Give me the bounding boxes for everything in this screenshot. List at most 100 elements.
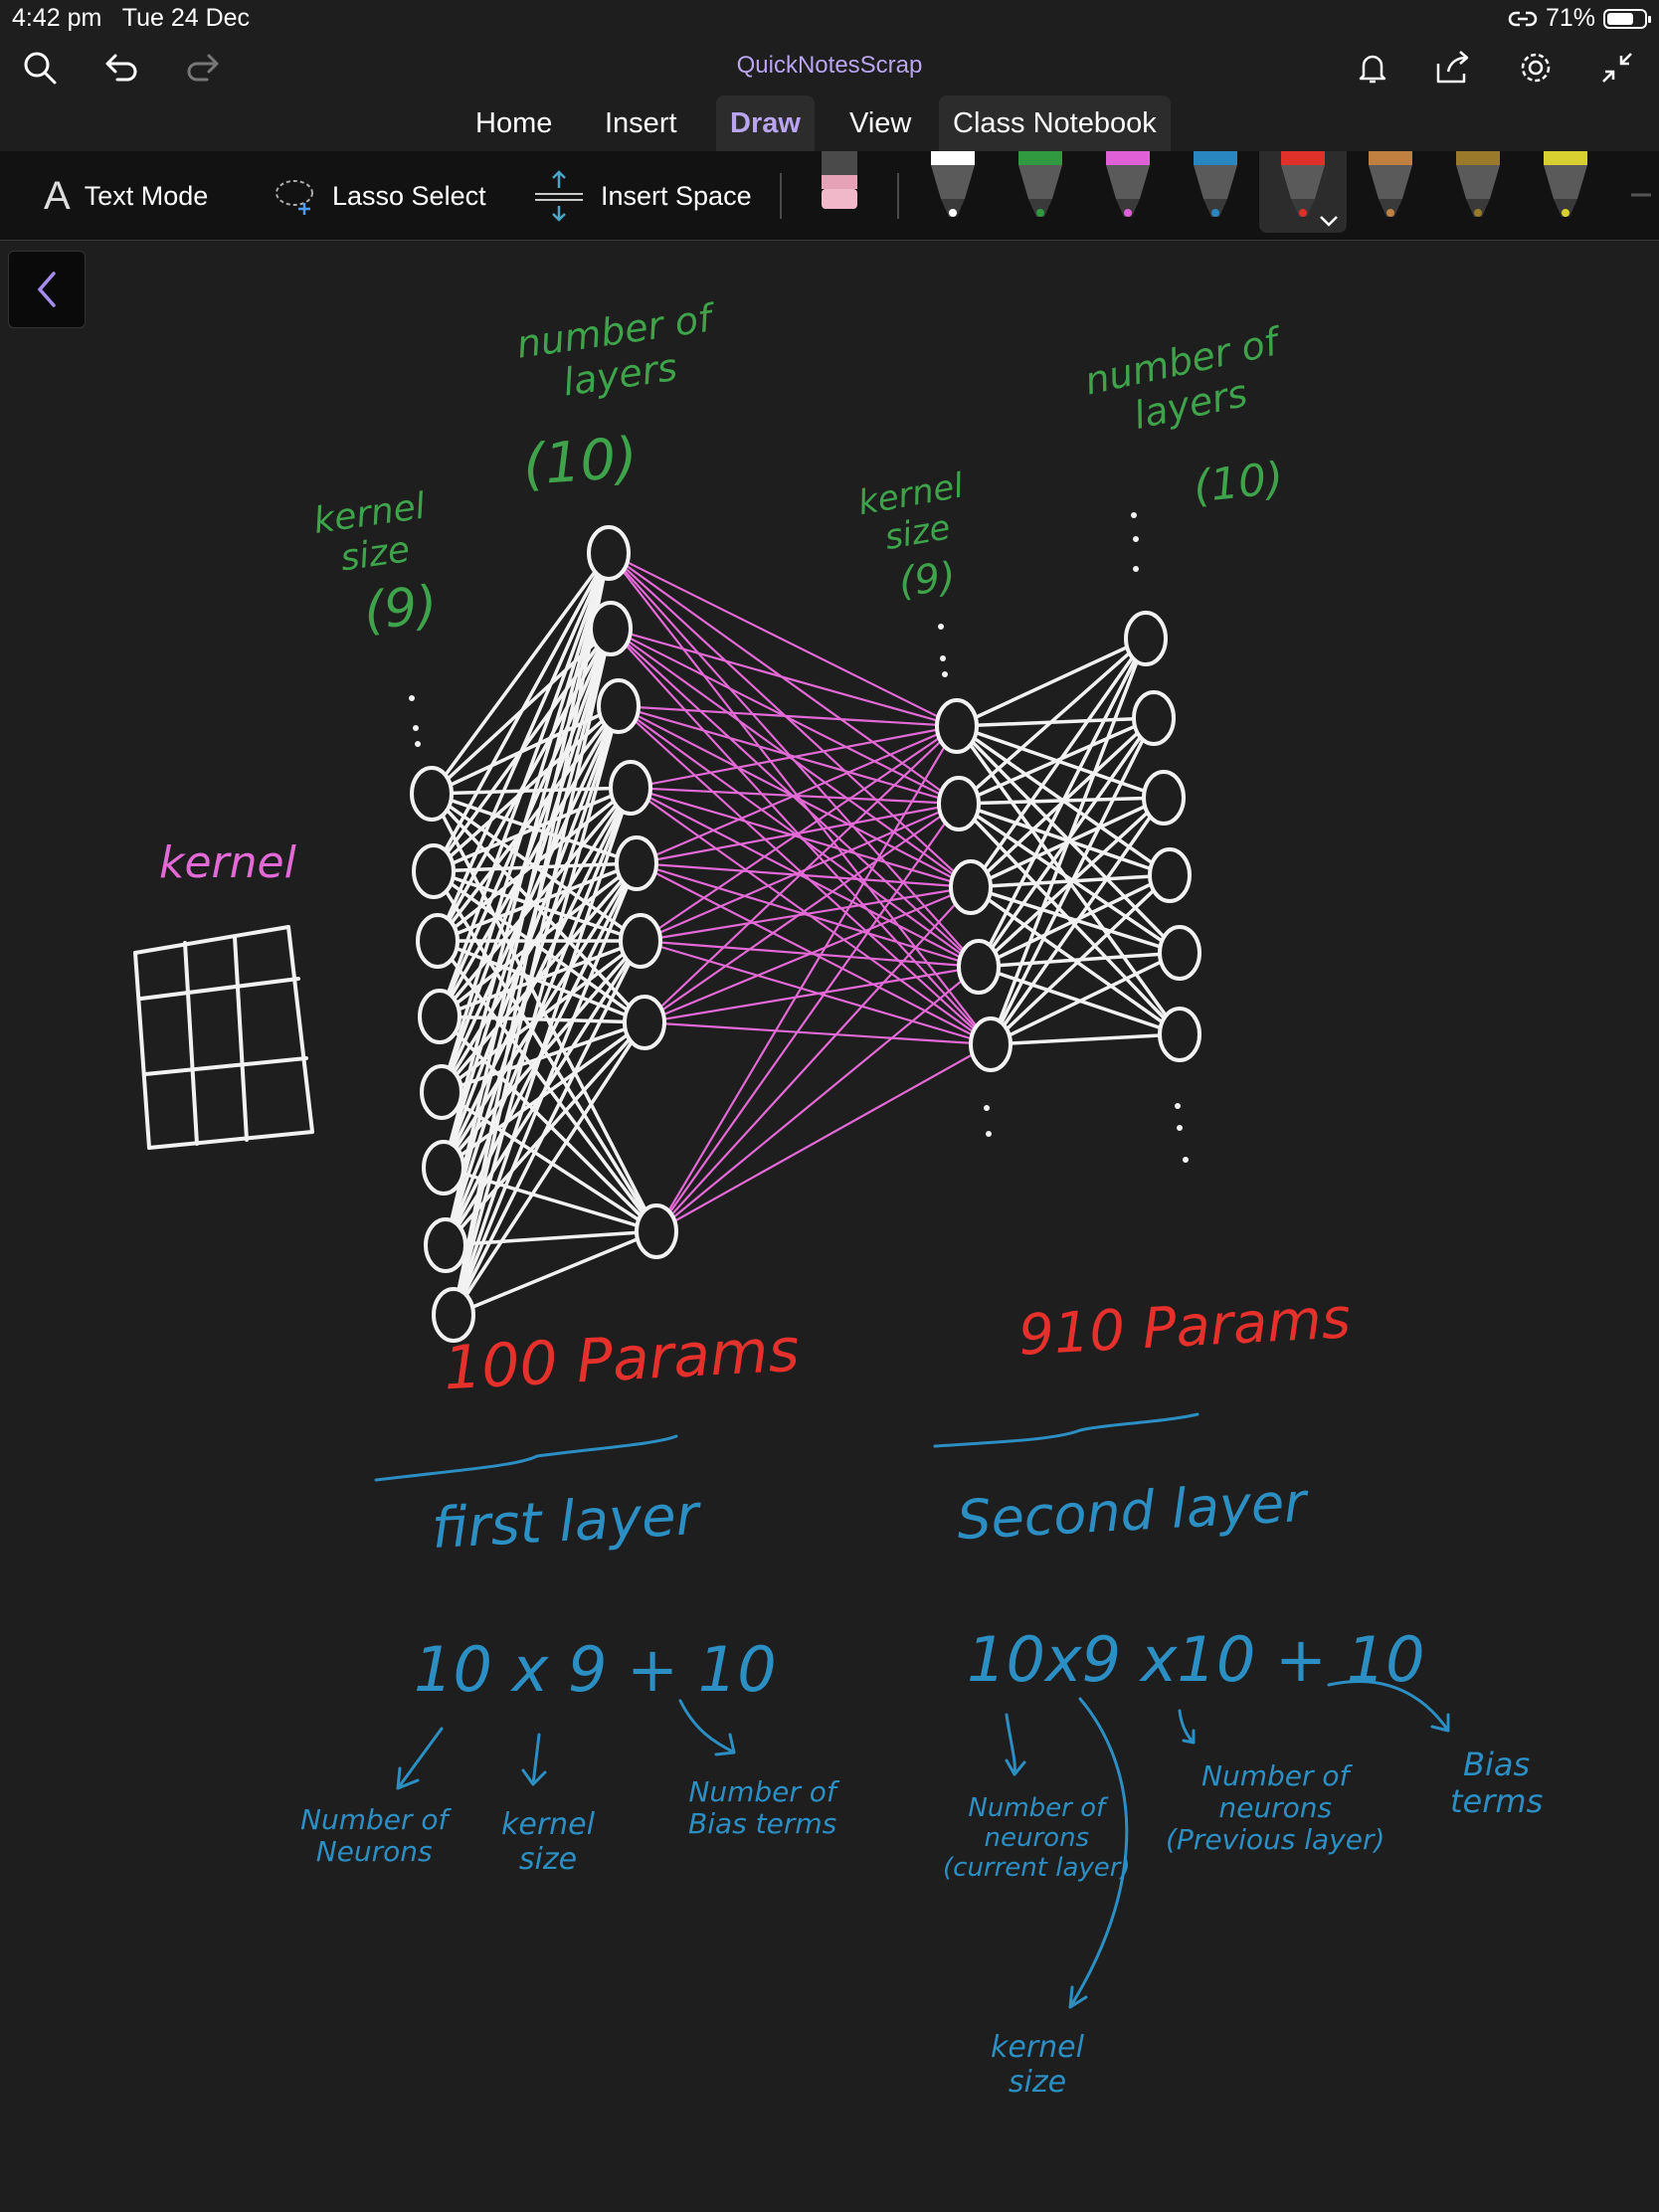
lasso-icon — [276, 180, 313, 215]
connection-line — [442, 787, 633, 1169]
connection-line — [433, 786, 632, 873]
blue-pen-icon — [1194, 151, 1237, 217]
connection-line — [630, 786, 972, 889]
connection-line — [990, 951, 1181, 1046]
neuron-node — [589, 601, 633, 656]
neuron-node — [416, 913, 460, 969]
connection-line — [636, 861, 972, 889]
connection-line — [956, 637, 1147, 728]
tab-draw[interactable]: Draw — [716, 95, 815, 151]
neuron-node — [1158, 925, 1201, 981]
neuron-node — [587, 525, 631, 581]
white-pen-icon — [931, 151, 975, 217]
status-left: 4:42 pm Tue 24 Dec — [12, 4, 250, 33]
battery-percent: 71% — [1545, 4, 1595, 32]
lasso-select-button[interactable]: Lasso Select — [273, 171, 486, 221]
toolbar-divider-2 — [897, 173, 899, 219]
neuron-node — [424, 1217, 467, 1273]
more-tools-handle[interactable] — [1629, 191, 1653, 199]
network-connections — [430, 551, 1182, 1317]
white-pen[interactable] — [925, 151, 981, 228]
connection-line — [630, 724, 958, 790]
text-mode-button[interactable]: A Text Mode — [44, 171, 208, 221]
title-bar: QuickNotesScrap — [0, 38, 1659, 93]
kernel-label: kernel — [159, 837, 296, 888]
neuron-node — [422, 1140, 465, 1196]
connection-line — [989, 796, 1166, 1046]
second-neurons-previous-note: Number of neurons (Previous layer) — [1166, 1759, 1385, 1857]
insert-space-button[interactable]: Insert Space — [531, 170, 752, 222]
connection-line — [430, 551, 611, 796]
yellow-highlighter-icon — [1544, 151, 1587, 217]
connection-line — [445, 1229, 657, 1247]
text-mode-label: Text Mode — [84, 180, 209, 211]
link-icon — [1508, 11, 1538, 26]
toolbar-divider — [780, 173, 782, 219]
connection-line — [636, 724, 958, 865]
connection-line — [452, 552, 611, 1316]
gear-icon[interactable] — [1512, 44, 1560, 92]
second-kernel-note: kernel size — [991, 2030, 1084, 2100]
gold-pen-icon — [1456, 151, 1500, 217]
rainbow-pen[interactable] — [1363, 151, 1418, 228]
connection-line — [608, 552, 972, 888]
neuron-node — [609, 760, 652, 816]
status-bar: 4:42 pm Tue 24 Dec 71% — [0, 0, 1659, 38]
kernel-size-right-value: (9) — [896, 554, 958, 606]
neuron-node — [935, 698, 979, 754]
connection-line — [644, 725, 958, 1023]
yellow-highlighter[interactable] — [1538, 151, 1593, 228]
connection-line — [989, 717, 1156, 1045]
connection-line — [644, 1020, 992, 1046]
red-pen[interactable] — [1275, 151, 1331, 228]
connection-line — [436, 552, 611, 942]
back-button[interactable] — [8, 251, 86, 328]
status-date: Tue 24 Dec — [121, 4, 251, 32]
eraser-icon — [822, 151, 857, 209]
draw-toolbar: A Text Mode Lasso Select Insert Space — [0, 151, 1659, 241]
neuron-node — [410, 766, 454, 822]
tab-home[interactable]: Home — [475, 107, 553, 139]
eraser-tool[interactable] — [818, 151, 861, 218]
redo-icon[interactable] — [179, 44, 227, 92]
formula-second: 10x9 x10 + 10 — [967, 1623, 1425, 1696]
green-pen[interactable] — [1013, 151, 1068, 228]
gold-pen[interactable] — [1450, 151, 1506, 228]
search-icon[interactable] — [16, 44, 64, 92]
connection-line — [990, 1032, 1181, 1046]
neuron-node — [412, 843, 456, 899]
undo-icon[interactable] — [97, 44, 145, 92]
neuron-node — [619, 913, 662, 969]
chevron-down-icon[interactable] — [1319, 215, 1339, 229]
lasso-select-label: Lasso Select — [332, 180, 486, 211]
connection-line — [640, 939, 992, 1046]
tab-view[interactable]: View — [849, 107, 912, 139]
connection-line — [958, 796, 1165, 806]
connection-line — [608, 552, 958, 727]
second-neurons-current-note: Number of neurons (current layer) — [943, 1793, 1131, 1883]
connection-line — [644, 965, 980, 1024]
tab-class-notebook[interactable]: Class Notebook — [939, 95, 1171, 151]
blue-pen[interactable] — [1188, 151, 1243, 228]
connection-line — [640, 725, 958, 942]
tab-insert[interactable]: Insert — [605, 107, 677, 139]
neuron-node — [957, 939, 1001, 995]
connection-line — [452, 705, 621, 1316]
note-canvas[interactable]: number of layers (10) kernel size (9) nu… — [0, 241, 1659, 2212]
share-icon[interactable] — [1430, 44, 1478, 92]
connection-line — [432, 552, 611, 872]
neuron-node — [949, 859, 993, 915]
connection-line — [438, 552, 611, 1017]
connection-line — [956, 716, 1155, 728]
layers-right-value: (10) — [1191, 453, 1286, 513]
connection-line — [452, 940, 643, 1316]
collapse-icon[interactable] — [1593, 44, 1641, 92]
text-mode-icon: A — [44, 173, 71, 218]
connection-line — [989, 873, 1172, 1046]
pink-pen[interactable] — [1100, 151, 1156, 228]
connection-line — [640, 885, 972, 943]
connection-line — [630, 787, 980, 968]
connection-line — [655, 725, 958, 1232]
connection-line — [431, 786, 632, 796]
bell-icon[interactable] — [1349, 44, 1396, 92]
